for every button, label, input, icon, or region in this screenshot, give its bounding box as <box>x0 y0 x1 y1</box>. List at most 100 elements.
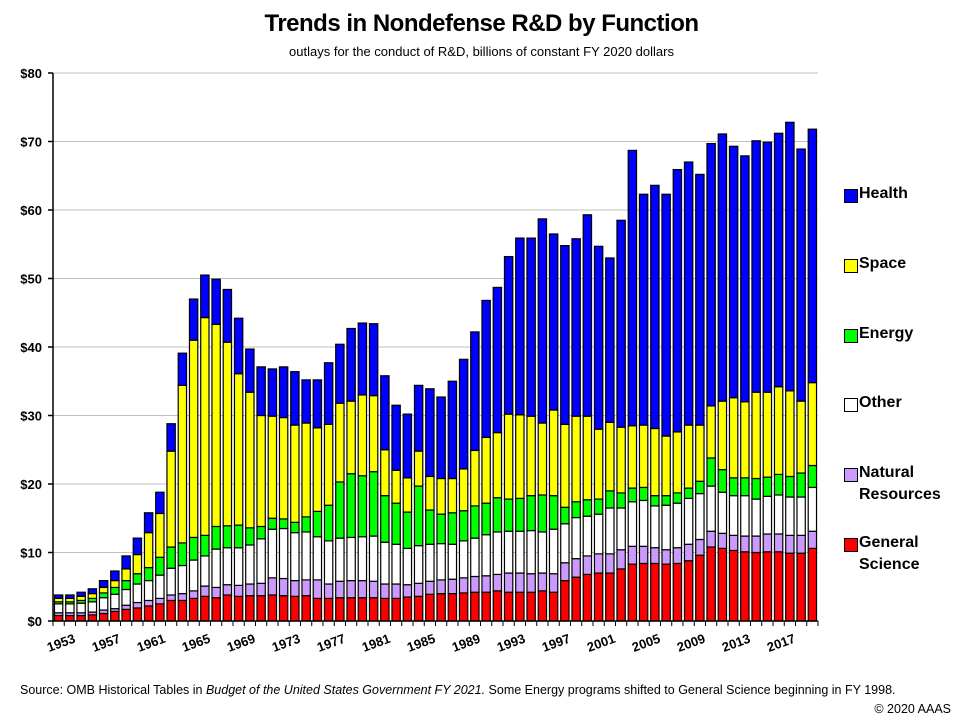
bar-health <box>402 413 413 479</box>
bar-energy <box>526 495 536 532</box>
x-tick-label: 2009 <box>675 631 707 655</box>
bar-stack-1985 <box>413 384 424 622</box>
bar-space <box>335 402 345 483</box>
bar-energy <box>740 477 750 497</box>
bar-energy <box>110 586 120 595</box>
bar-energy <box>301 516 311 533</box>
bar-other <box>290 532 300 582</box>
bar-general-science <box>526 591 536 622</box>
legend-swatch-health <box>844 189 858 203</box>
bar-natural-resources <box>762 533 773 553</box>
source-note: Source: OMB Historical Tables in Budget … <box>20 683 896 697</box>
bar-other <box>740 495 750 537</box>
bar-health <box>717 133 728 402</box>
bar-space <box>638 424 649 489</box>
bar-natural-resources <box>425 580 435 595</box>
bar-space <box>447 477 458 514</box>
bar-energy <box>548 495 559 530</box>
bar-health <box>796 148 806 402</box>
bar-space <box>402 477 413 513</box>
bar-stack-2020 <box>807 128 818 622</box>
bar-other <box>76 602 86 614</box>
bar-energy <box>98 592 109 599</box>
bar-natural-resources <box>515 572 525 593</box>
x-tick-label: 1989 <box>450 631 482 655</box>
legend-label-line: Science <box>859 556 920 573</box>
source-title: Budget of the United States Government F… <box>205 683 486 697</box>
bar-general-science <box>368 597 379 622</box>
bar-health <box>312 379 323 429</box>
bar-stack-1972 <box>267 368 278 622</box>
bar-energy <box>425 509 435 545</box>
bar-health <box>177 352 188 386</box>
bar-health <box>751 140 761 393</box>
bar-natural-resources <box>773 533 784 553</box>
legend-label-energy: Energy <box>859 323 913 345</box>
bar-space <box>773 386 784 476</box>
bar-health <box>346 327 356 402</box>
x-tick-label: 1973 <box>270 631 302 655</box>
bar-general-science <box>548 591 559 622</box>
bar-general-science <box>773 551 784 622</box>
bar-health <box>515 237 525 416</box>
bar-space <box>391 469 401 504</box>
bar-natural-resources <box>492 573 503 592</box>
bar-space <box>256 414 266 528</box>
bar-space <box>98 586 109 594</box>
bar-other <box>233 547 244 586</box>
bar-general-science <box>425 593 435 622</box>
bar-other <box>143 579 154 602</box>
y-tick-label: $0 <box>28 614 42 629</box>
bar-natural-resources <box>571 558 581 578</box>
bar-stack-1955 <box>76 591 86 622</box>
bar-natural-resources <box>796 534 806 554</box>
bar-general-science <box>211 597 221 622</box>
legend-label-line: Other <box>859 394 902 411</box>
bar-energy <box>267 517 278 530</box>
bar-other <box>638 499 649 547</box>
bar-general-science <box>447 592 458 622</box>
bar-energy <box>245 527 255 546</box>
bar-stack-1993 <box>503 255 514 622</box>
bar-health <box>222 288 233 343</box>
bar-health <box>278 366 289 419</box>
bar-natural-resources <box>593 553 604 574</box>
bar-other <box>650 505 660 549</box>
bar-health <box>413 384 424 452</box>
x-tick-label: 1985 <box>405 631 437 655</box>
bar-other <box>110 593 120 610</box>
bar-health <box>87 588 98 595</box>
bar-space <box>233 373 244 526</box>
bar-energy <box>503 498 514 532</box>
bar-space <box>177 384 188 544</box>
bar-space <box>76 595 86 602</box>
bar-stack-1975 <box>301 379 311 622</box>
bar-stack-1959 <box>121 555 131 622</box>
bar-natural-resources <box>335 580 345 599</box>
legend-label-other: Other <box>859 392 902 414</box>
bar-energy <box>616 492 626 509</box>
bar-energy <box>458 510 469 542</box>
bar-general-science <box>65 614 75 622</box>
bar-health <box>650 184 660 430</box>
bar-energy <box>762 476 773 497</box>
bar-other <box>402 547 413 586</box>
bar-other <box>335 537 345 582</box>
bar-space <box>616 426 626 494</box>
legend-label-line: Natural <box>859 464 915 481</box>
bar-health <box>728 145 739 399</box>
bar-stack-1970 <box>245 348 255 622</box>
x-tick-label: 1981 <box>360 631 392 655</box>
bar-health <box>335 343 345 404</box>
bar-space <box>413 450 424 487</box>
bar-health <box>481 299 491 439</box>
bar-stack-2010 <box>695 173 705 622</box>
bar-natural-resources <box>695 538 705 556</box>
bar-space <box>503 413 514 500</box>
bar-stack-1965 <box>188 298 199 622</box>
bar-other <box>470 537 480 578</box>
bar-space <box>548 409 559 497</box>
bar-other <box>537 531 548 574</box>
bar-stack-1994 <box>515 237 525 622</box>
legend-swatch-other <box>844 398 858 412</box>
